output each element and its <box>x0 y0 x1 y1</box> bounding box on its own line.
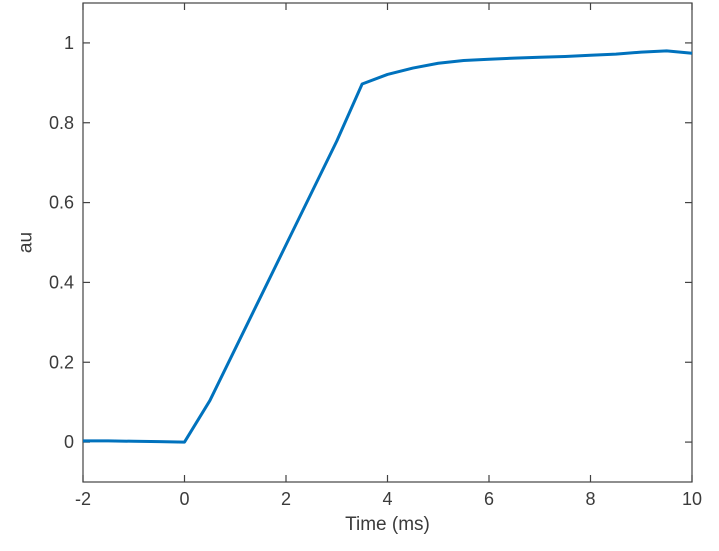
x-tick-label: -2 <box>75 489 91 509</box>
y-axis-label: au <box>16 232 37 253</box>
x-tick-label: 0 <box>179 489 189 509</box>
y-tick-label: 1 <box>64 33 74 53</box>
data-line <box>83 49 693 444</box>
x-axis-label: Time (ms) <box>345 514 430 535</box>
x-tick-label: 10 <box>682 489 702 509</box>
plot-area: -2 0 2 4 6 8 10 0 0.2 0.4 0.6 0.8 1 <box>49 2 702 509</box>
x-tick-label: 2 <box>281 489 291 509</box>
y-tick-label: 0.4 <box>49 272 74 292</box>
y-tick-label: 0 <box>64 432 74 452</box>
x-tick-label: 4 <box>382 489 392 509</box>
y-tick-label: 0.2 <box>49 352 74 372</box>
x-tick-label: 6 <box>484 489 494 509</box>
x-tick-label: 8 <box>585 489 595 509</box>
y-tick-label: 0.8 <box>49 113 74 133</box>
y-tick-label: 0.6 <box>49 193 74 213</box>
